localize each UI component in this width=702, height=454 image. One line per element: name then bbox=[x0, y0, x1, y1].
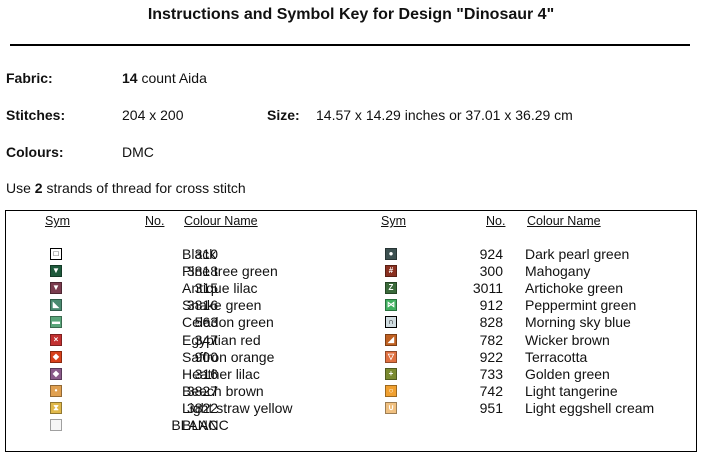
colour-name: Morning sky blue bbox=[525, 314, 631, 331]
colour-name: Celadon green bbox=[182, 314, 274, 331]
number: 742 bbox=[479, 382, 503, 399]
symbol: ⋈ bbox=[385, 299, 397, 312]
number: 347 bbox=[194, 331, 218, 348]
symbol: ◣ bbox=[50, 299, 62, 312]
colour-name: Saffron orange bbox=[182, 348, 275, 365]
symbol: ○ bbox=[385, 384, 397, 397]
number: 315 bbox=[194, 280, 218, 297]
header: No. bbox=[145, 214, 165, 228]
symbol: ◆ bbox=[50, 367, 62, 380]
colour-name: Light straw yellow bbox=[182, 399, 293, 416]
label: Fabric: bbox=[6, 70, 53, 86]
colour-name: Light eggshell cream bbox=[525, 399, 655, 416]
colour-name: Golden green bbox=[525, 365, 610, 382]
colour-name: Artichoke green bbox=[525, 280, 624, 297]
number: 782 bbox=[479, 331, 503, 348]
symbol: ▽ bbox=[385, 350, 397, 363]
number: BLANC bbox=[171, 417, 218, 433]
symbol: + bbox=[385, 367, 397, 380]
bold: 2 bbox=[34, 180, 43, 196]
colour-name: Wicker brown bbox=[525, 331, 610, 348]
symbol: ▼ bbox=[50, 265, 62, 278]
number: 900 bbox=[194, 348, 218, 365]
value: 204 x 200 bbox=[122, 107, 184, 123]
instruction: Use 2 strands of thread for cross stitch bbox=[6, 180, 246, 196]
number: 3827 bbox=[186, 382, 218, 399]
symbol: ▬ bbox=[50, 316, 62, 329]
symbol bbox=[50, 419, 62, 431]
number: 3822 bbox=[186, 399, 218, 416]
number: 563 bbox=[194, 314, 218, 331]
number: 733 bbox=[479, 365, 503, 382]
colour-name: Black bbox=[182, 246, 217, 262]
symbol: Z bbox=[385, 282, 397, 295]
colour-name: Dark pearl green bbox=[525, 246, 630, 262]
colour-name: Antique lilac bbox=[182, 280, 258, 297]
colour-name: Mahogany bbox=[525, 263, 591, 280]
text: strands of thread for cross stitch bbox=[46, 180, 246, 196]
colour-name: BLANC bbox=[182, 417, 229, 433]
header: Colour Name bbox=[527, 214, 601, 228]
symbol: ∩ bbox=[385, 316, 397, 329]
value: DMC bbox=[122, 144, 154, 160]
colour-name: Peppermint green bbox=[525, 297, 637, 314]
bold: 14 bbox=[122, 70, 138, 86]
colour-name: Pine tree green bbox=[182, 263, 278, 280]
text: count Aida bbox=[141, 70, 207, 86]
number: 912 bbox=[479, 297, 503, 314]
colour-name: Beech brown bbox=[182, 382, 264, 399]
symbol: ● bbox=[385, 248, 397, 260]
colour-name: Terracotta bbox=[525, 348, 588, 365]
number: 922 bbox=[479, 348, 503, 365]
number: 310 bbox=[194, 246, 218, 262]
colour-name: Egyptian red bbox=[182, 331, 261, 348]
colour-name: Snake green bbox=[182, 297, 262, 314]
value: 14.57 x 14.29 inches or 37.01 x 36.29 cm bbox=[316, 107, 573, 123]
text: Use bbox=[6, 180, 31, 196]
number: 924 bbox=[479, 246, 503, 262]
header: Sym bbox=[381, 214, 406, 228]
number: 3818 bbox=[186, 263, 218, 280]
symbol: ⧗ bbox=[50, 401, 62, 414]
symbol: × bbox=[50, 333, 62, 346]
value: 14 count Aida bbox=[122, 70, 207, 86]
number: 3816 bbox=[186, 297, 218, 314]
symbol: # bbox=[385, 265, 397, 278]
key-table bbox=[5, 210, 697, 452]
symbol: • bbox=[50, 384, 62, 397]
number: 828 bbox=[479, 314, 503, 331]
header: Sym bbox=[45, 214, 70, 228]
colour-name: Heather lilac bbox=[182, 365, 260, 382]
symbol: ∪ bbox=[385, 401, 397, 414]
header: No. bbox=[486, 214, 506, 228]
symbol: □ bbox=[50, 248, 62, 260]
label: Stitches: bbox=[6, 107, 66, 123]
label: Size: bbox=[267, 107, 300, 123]
header: Colour Name bbox=[184, 214, 258, 228]
number: 300 bbox=[479, 263, 503, 280]
number: 3011 bbox=[472, 280, 503, 297]
title: Instructions and Symbol Key for Design "… bbox=[147, 6, 555, 23]
label: Colours: bbox=[6, 144, 64, 160]
number: 951 bbox=[479, 399, 503, 416]
symbol: ▼ bbox=[50, 282, 62, 295]
symbol: ◢ bbox=[385, 333, 397, 346]
number: 316 bbox=[194, 365, 218, 382]
colour-name: Light tangerine bbox=[525, 382, 618, 399]
rule bbox=[10, 44, 690, 46]
symbol: ◆ bbox=[50, 350, 62, 363]
